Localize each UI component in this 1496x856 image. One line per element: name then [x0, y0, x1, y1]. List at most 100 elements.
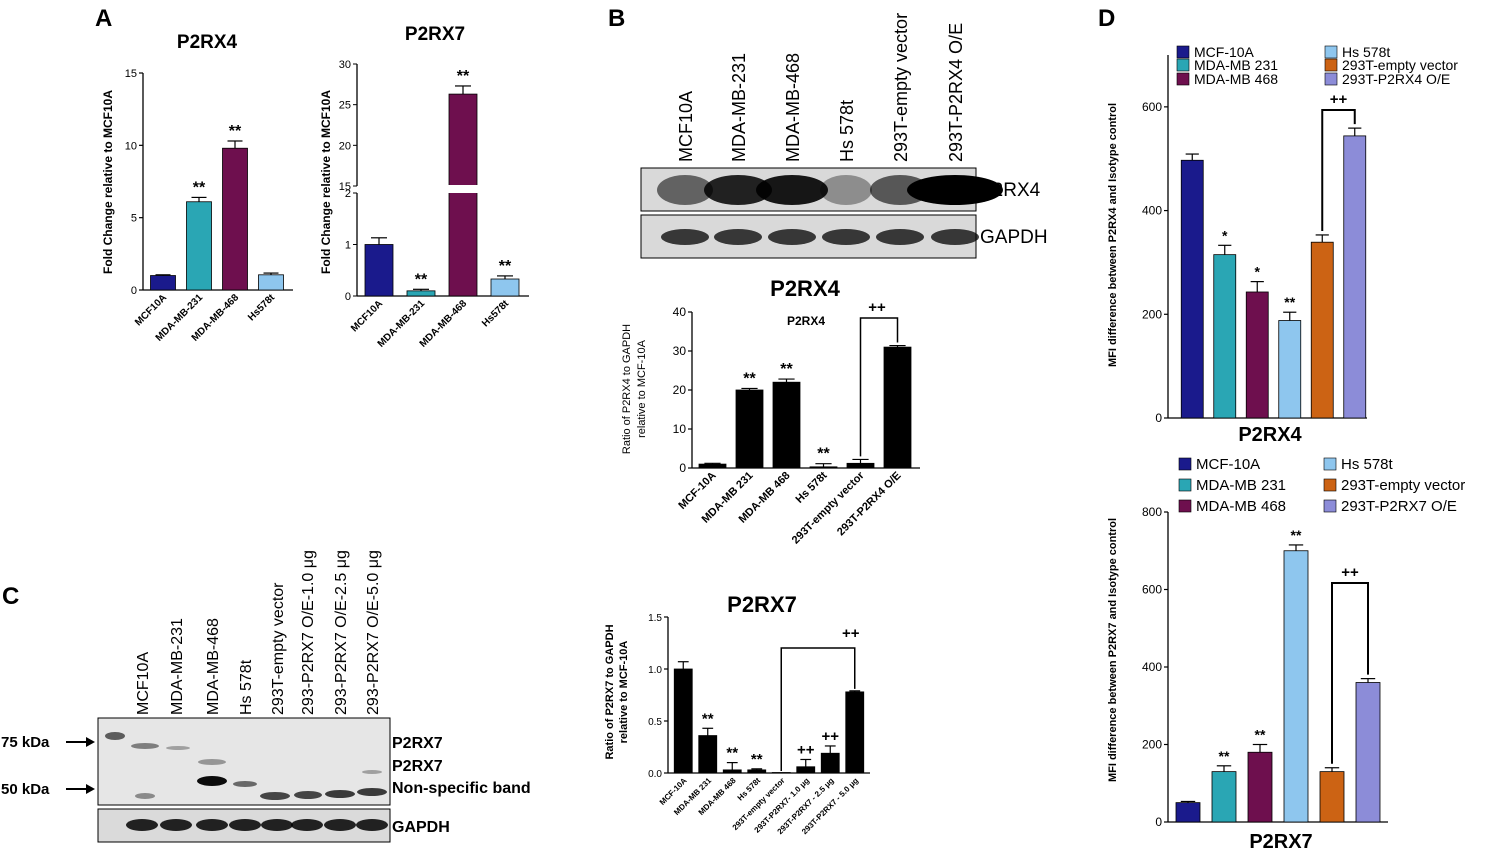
- chart-a-p2rx7-significance-label: **: [499, 258, 512, 275]
- chart-b-p2rx4-y-tick-label: 0: [679, 461, 686, 475]
- blot-c-gapdh-band: [196, 819, 228, 831]
- chart-b-p2rx7-significance-label: ++: [821, 728, 839, 745]
- blot-b-lane-label: Hs 578t: [837, 100, 857, 162]
- chart-a-p2rx7-y-tick-label: 15: [339, 181, 351, 193]
- panel-letter-c: C: [2, 583, 19, 610]
- chart-b-p2rx7-bar: [673, 668, 693, 774]
- chart-d-p2rx7-legend-swatch: [1178, 478, 1192, 492]
- chart-d-p2rx7-legend-swatch: [1323, 499, 1337, 513]
- chart-a-p2rx4-title: P2RX4: [177, 32, 238, 53]
- blot-c-marker-50: 50 kDa: [1, 781, 50, 798]
- blot-c-band: [362, 770, 382, 774]
- blot-b-p2rx4-band: [907, 175, 1003, 205]
- blot-c-band: [131, 743, 159, 749]
- chart-b-p2rx4-y-tick-label: 40: [673, 305, 687, 319]
- blot-c-band: [260, 792, 290, 800]
- blot-b-lane-label: 293T-P2RX4 O/E: [946, 23, 966, 162]
- blot-b-gapdh-band: [661, 229, 709, 245]
- chart-d-p2rx4-bar: [1245, 291, 1269, 419]
- chart-d-p2rx7-bar: [1283, 550, 1309, 823]
- chart-d-p2rx7-bracket: [1331, 582, 1369, 764]
- chart-d-p2rx4-legend-swatch: [1324, 72, 1338, 86]
- blot-c: 75 kDa 50 kDa P2RX7 P2RX7 Non-specific b…: [1, 717, 531, 843]
- chart-b-p2rx7-bar: [747, 769, 767, 774]
- chart-d-p2rx4-ylabel: MFI difference between P2RX4 and Isotype…: [1107, 103, 1119, 367]
- blot-c-gapdh-band: [324, 819, 356, 831]
- chart-b-p2rx4-bar: [772, 381, 801, 469]
- chart-d-p2rx4-legend-entry: Hs 578t: [1342, 44, 1390, 60]
- chart-b-p2rx4-bar: [809, 466, 838, 469]
- chart-d-p2rx7-legend-entry: 293T-P2RX7 O/E: [1341, 498, 1457, 515]
- chart-b-p2rx7-bar: [820, 752, 840, 774]
- chart-b-p2rx4-y-tick-label: 30: [673, 344, 687, 358]
- blot-b-label-p2rx4: P2RX4: [980, 180, 1041, 201]
- chart-a-p2rx7-bar: [448, 93, 478, 297]
- chart-b-p2rx7-bracket-label: ++: [842, 625, 860, 642]
- chart-d-p2rx4-legend-swatch: [1176, 58, 1190, 72]
- blot-c-lane-label: 293T-empty vector: [270, 582, 287, 715]
- chart-d-p2rx7-bar: [1247, 751, 1273, 823]
- blot-b-gapdh-band: [876, 229, 924, 245]
- blot-c-lane-label: MDA-MB-231: [169, 618, 186, 715]
- chart-d-p2rx7-y-tick-label: 800: [1142, 505, 1162, 519]
- chart-d-p2rx7-legend-entry: 293T-empty vector: [1341, 477, 1465, 494]
- blot-c-gapdh-band: [356, 819, 388, 831]
- blot-c-lane-label: 293-P2RX7 O/E-1.0 μg: [300, 550, 317, 715]
- chart-d-p2rx7-legend-entry: MCF-10A: [1196, 456, 1260, 473]
- chart-a-p2rx7-axis-break: [448, 185, 478, 193]
- chart-b-p2rx7-title: P2RX7: [727, 592, 797, 617]
- chart-a-p2rx4-y-tick-label: 15: [125, 68, 137, 80]
- blot-c-gapdh-band: [229, 819, 261, 831]
- chart-d-p2rx7-legend-entry: MDA-MB 231: [1196, 477, 1286, 494]
- chart-d-p2rx7-title: P2RX7: [1249, 831, 1312, 853]
- chart-b-p2rx4-bar: [883, 346, 912, 469]
- chart-b-p2rx4-significance-label: **: [743, 370, 756, 387]
- chart-b-p2rx4-bracket-label: ++: [868, 299, 886, 316]
- chart-d-p2rx4-bar: [1343, 135, 1367, 419]
- blot-c-lane-label: 293-P2RX7 O/E-2.5 μg: [333, 550, 350, 715]
- chart-b-p2rx4-bar: [735, 389, 764, 469]
- chart-d-p2rx7-bar: [1211, 771, 1237, 823]
- chart-b-p2rx4-bar: [846, 462, 875, 469]
- blot-c-band: [197, 776, 227, 786]
- chart-b-p2rx4-y-tick-label: 20: [673, 383, 687, 397]
- chart-b-p2rx4-bar: [698, 463, 727, 469]
- blot-c-band: [294, 791, 322, 799]
- chart-a-p2rx4-y-tick-label: 0: [131, 285, 137, 297]
- blot-c-band: [105, 732, 125, 740]
- chart-b-p2rx7-ylabel-1: Ratio of P2RX7 to GAPDH: [604, 624, 616, 759]
- chart-d-p2rx7-legend-swatch: [1178, 457, 1192, 471]
- chart-a-p2rx7-bar: [490, 278, 520, 297]
- blot-b-label-gapdh: GAPDH: [980, 227, 1048, 248]
- blot-b-gapdh-band: [931, 229, 979, 245]
- chart-a-p2rx4-y-tick-label: 5: [131, 213, 137, 225]
- blot-c-band: [325, 790, 355, 798]
- chart-d-p2rx4-significance-label: *: [1222, 227, 1228, 243]
- chart-a-p2rx7-bar: [406, 290, 436, 297]
- chart-b-p2rx4-inner-label: P2RX4: [787, 314, 825, 328]
- chart-a-p2rx4-significance-label: **: [193, 179, 206, 196]
- chart-d-p2rx7-y-tick-label: 0: [1155, 815, 1162, 829]
- chart-d-p2rx7-y-tick-label: 400: [1142, 660, 1162, 674]
- blot-b: P2RX4 GAPDH: [640, 167, 1048, 259]
- chart-b-p2rx7-bar: [771, 772, 791, 774]
- chart-d-p2rx7-legend-swatch: [1178, 499, 1192, 513]
- chart-b-p2rx7-significance-label: ++: [797, 741, 815, 758]
- blot-b-p2rx4-band: [820, 175, 872, 205]
- chart-d-p2rx7-legend: MCF-10A MDA-MB 231 MDA-MB 468 Hs 578t 293T-e…: [1178, 456, 1465, 515]
- blot-b-lane-label: 293T-empty vector: [891, 13, 911, 162]
- chart-b-p2rx7-bar: [845, 691, 865, 774]
- chart-a-p2rx7-y-tick-label: 25: [339, 100, 351, 112]
- chart-d-p2rx4-legend-entry: MDA-MB 468: [1194, 71, 1278, 87]
- blot-c-band-label-p2rx7-lower: P2RX7: [392, 758, 443, 775]
- blot-c-lane-label: Hs 578t: [238, 659, 255, 715]
- chart-a-p2rx7-significance-label: **: [457, 68, 470, 85]
- chart-d-p2rx7-legend-swatch: [1323, 478, 1337, 492]
- blot-c-lane-label: MDA-MB-468: [205, 618, 222, 715]
- chart-d-p2rx7-legend-swatch: [1323, 457, 1337, 471]
